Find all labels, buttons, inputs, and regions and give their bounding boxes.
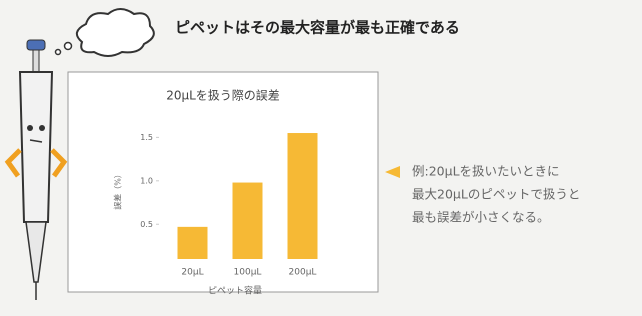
infographic: ピペットはその最大容量が最も正確である 20μLを扱う際の誤差 誤差（%） ピペ… xyxy=(0,0,642,316)
x-tick-label: 200μL xyxy=(289,268,317,278)
y-tick-label: 0.5 xyxy=(140,220,153,229)
page: ピペットはその最大容量が最も正確である 20μLを扱う際の誤差 誤差（%） ピペ… xyxy=(0,0,642,316)
note-line: 最も誤差が小さくなる。 xyxy=(412,210,550,225)
chart-title: 20μLを扱う際の誤差 xyxy=(166,88,280,103)
headline: ピペットはその最大容量が最も正確である xyxy=(175,19,460,37)
x-tick-label: 100μL xyxy=(234,268,262,278)
y-tick-label: 1.5 xyxy=(140,133,153,142)
bar xyxy=(233,183,263,259)
x-tick-label: 20μL xyxy=(181,268,203,278)
x-axis-label: ピペット容量 xyxy=(208,285,262,297)
bar xyxy=(288,133,318,259)
bar xyxy=(178,227,208,259)
note-line: 最大20μLのピペットで扱うと xyxy=(412,187,580,202)
pipette-character xyxy=(8,40,64,300)
thought-dot xyxy=(56,50,61,55)
callout-arrow xyxy=(385,166,400,178)
thought-dot xyxy=(65,43,72,50)
thought-cloud xyxy=(77,9,154,56)
y-tick-label: 1.0 xyxy=(140,176,153,185)
note-line: 例:20μLを扱いたいときに xyxy=(412,164,560,179)
y-axis-label: 誤差（%） xyxy=(113,170,123,210)
